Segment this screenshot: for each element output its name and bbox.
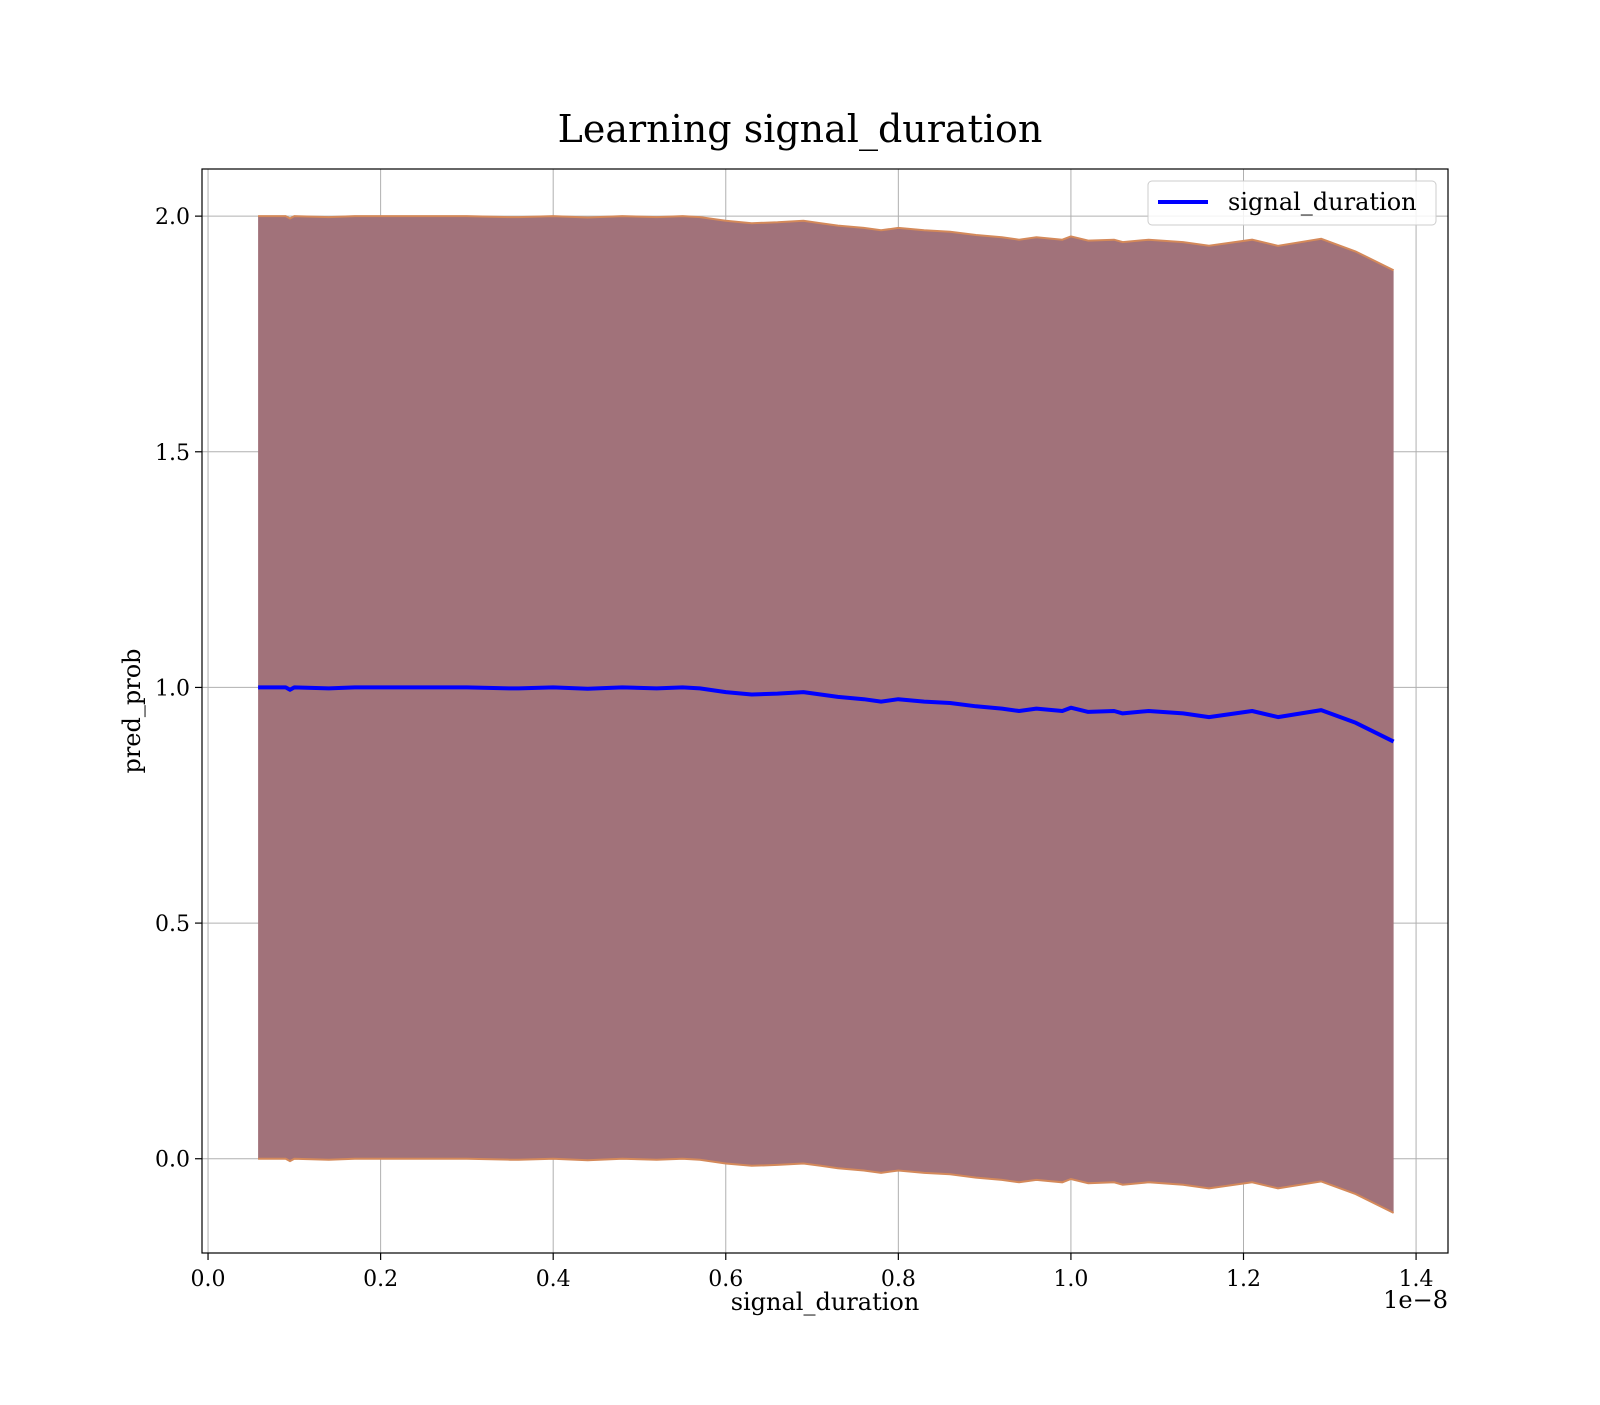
y-tick-label: 0.5	[155, 912, 190, 937]
x-tick-label: 0.6	[708, 1267, 743, 1292]
series-lines	[258, 685, 1395, 744]
band-area	[258, 216, 1394, 1213]
x-tick-label: 0.8	[881, 1267, 916, 1292]
x-tick-label: 0.4	[536, 1267, 571, 1292]
y-axis-ticks: 0.0 0.5 1.0 1.5 2.0	[155, 205, 202, 1173]
y-tick-label: 2.0	[155, 205, 190, 230]
x-tick-label: 1.0	[1053, 1267, 1088, 1292]
y-tick-label: 1.5	[155, 441, 190, 466]
y-axis-label: pred_prob	[118, 648, 146, 773]
legend-box	[1147, 180, 1437, 226]
x-tick-label: 1.4	[1399, 1267, 1434, 1292]
confidence-band	[258, 215, 1395, 1214]
plot-area-frame	[201, 168, 1449, 1254]
x-axis-offset-label: 1e−8	[1383, 1286, 1448, 1314]
y-tick-label: 0.0	[155, 1148, 190, 1173]
x-axis-label: signal_duration	[731, 1288, 920, 1316]
x-tick-label: 0.2	[363, 1267, 398, 1292]
band-lower-edge	[258, 1157, 1395, 1214]
legend: signal_duration	[1147, 180, 1437, 226]
series-line	[258, 685, 1395, 744]
x-axis-ticks: 0.0 0.2 0.4 0.6 0.8 1.0 1.2 1.4	[191, 1253, 1434, 1292]
x-tick-label: 0.0	[191, 1267, 226, 1292]
legend-entry-label: signal_duration	[1228, 188, 1417, 216]
x-tick-label: 1.2	[1226, 1267, 1261, 1292]
chart-title: Learning signal_duration	[558, 107, 1043, 152]
band-upper-edge	[258, 215, 1395, 272]
y-tick-label: 1.0	[155, 676, 190, 701]
